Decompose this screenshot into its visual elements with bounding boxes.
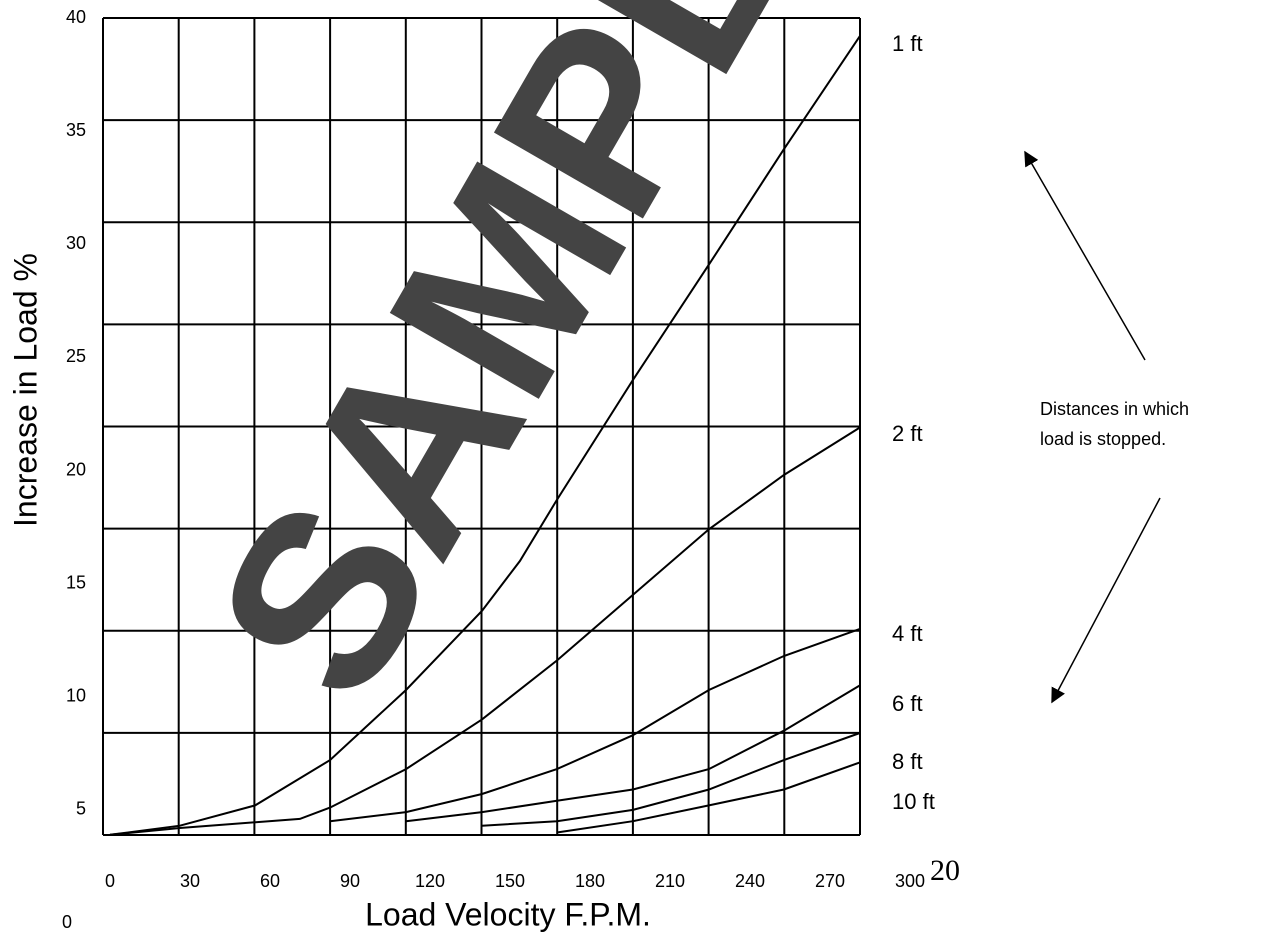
x-tick-label: 90 <box>340 871 360 891</box>
x-tick-label: 60 <box>260 871 280 891</box>
x-tick-label: 270 <box>815 871 845 891</box>
y-tick-label: 0 <box>62 912 72 932</box>
x-tick-label: 30 <box>180 871 200 891</box>
x-tick-label: 300 <box>895 871 925 891</box>
page-number: 20 <box>930 854 960 887</box>
y-tick-label: 5 <box>76 799 86 819</box>
curve <box>405 684 861 823</box>
x-tick-label: 0 <box>105 871 115 891</box>
x-tick-label: 240 <box>735 871 765 891</box>
curve <box>481 732 861 827</box>
curve-label: 10 ft <box>892 789 935 814</box>
y-tick-label: 40 <box>66 7 86 27</box>
curve-label: 1 ft <box>892 31 923 56</box>
curve <box>109 35 861 836</box>
curve-label: 6 ft <box>892 691 923 716</box>
arrow-down <box>1051 497 1161 704</box>
annotation: load is stopped. <box>1040 429 1166 449</box>
y-tick-label: 35 <box>66 120 86 140</box>
curve <box>109 426 861 836</box>
x-axis-title: Load Velocity F.P.M. <box>365 896 651 932</box>
curve-label: 8 ft <box>892 749 923 774</box>
y-tick-label: 30 <box>66 233 86 253</box>
x-tick-label: 120 <box>415 871 445 891</box>
x-tick-label: 150 <box>495 871 525 891</box>
curve <box>556 761 861 834</box>
y-axis-title: Increase in Load % <box>7 253 43 527</box>
y-tick-label: 25 <box>66 346 86 366</box>
y-tick-label: 15 <box>66 572 86 592</box>
annotation: Distances in which <box>1040 399 1189 419</box>
arrow-up <box>1024 150 1146 361</box>
y-tick-label: 20 <box>66 459 86 479</box>
curves <box>109 35 861 836</box>
x-tick-label: 180 <box>575 871 605 891</box>
x-tick-label: 210 <box>655 871 685 891</box>
plot-grid <box>102 17 861 836</box>
y-tick-label: 10 <box>66 686 86 706</box>
curve-label: 4 ft <box>892 621 923 646</box>
curve <box>329 627 861 823</box>
curve-label: 2 ft <box>892 421 923 446</box>
